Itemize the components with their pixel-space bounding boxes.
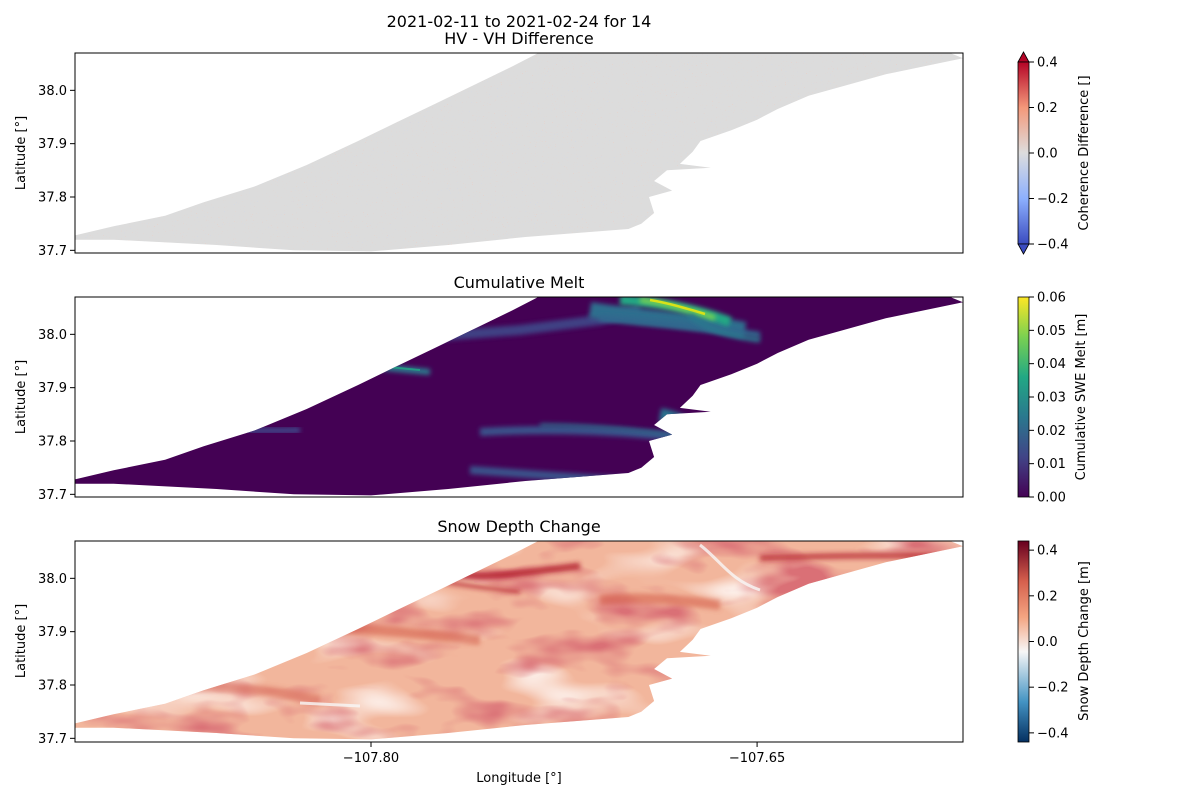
axes-frame bbox=[74, 52, 964, 254]
y-tick-label: 37.8 bbox=[38, 435, 67, 450]
colorbar-tick-label: 0.2 bbox=[1037, 589, 1058, 604]
colorbar-tick-label: −0.4 bbox=[1037, 726, 1069, 741]
y-axis-label: Latitude [°] bbox=[14, 116, 29, 190]
colorbar-tick-label: 0.01 bbox=[1037, 457, 1066, 472]
colorbar-tick-label: 0.00 bbox=[1037, 491, 1066, 506]
colorbar-label: Cumulative SWE Melt [m] bbox=[1074, 314, 1089, 481]
y-ticks: 37.7 37.8 37.9 38.0 bbox=[38, 572, 75, 747]
colorbar-ticks: 0.00 0.01 0.02 0.03 0.04 0.05 0.06 bbox=[1029, 291, 1066, 506]
y-tick-label: 37.8 bbox=[38, 191, 67, 206]
colorbar-tick-label: 0.4 bbox=[1037, 56, 1058, 71]
axes-frame bbox=[74, 296, 964, 498]
y-tick-label: 37.9 bbox=[38, 625, 67, 640]
data-footprint bbox=[75, 297, 963, 496]
colorbar-ticks: −0.4 −0.2 0.0 0.2 0.4 bbox=[1029, 544, 1069, 741]
panel-hv-vh-difference: HV - VH Difference 37.7 37.8 37.9 38.0 Lati… bbox=[14, 29, 1092, 259]
colorbar-tick-label: 0.06 bbox=[1037, 291, 1066, 306]
colorbar-tick-label: −0.4 bbox=[1037, 238, 1069, 253]
colorbar-tick-label: 0.4 bbox=[1037, 544, 1058, 559]
y-ticks: 37.7 37.8 37.9 38.0 bbox=[38, 328, 75, 503]
colorbar-tick-label: −0.2 bbox=[1037, 192, 1069, 207]
y-tick-label: 38.0 bbox=[38, 328, 67, 343]
colorbar-tick-label: 0.05 bbox=[1037, 324, 1066, 339]
colorbar: −0.4 −0.2 0.0 0.2 0.4 Coherence Difference [… bbox=[1017, 51, 1092, 255]
panel-cumulative-melt: Cumulative Melt bbox=[14, 273, 1089, 506]
colorbar-tick-label: 0.2 bbox=[1037, 101, 1058, 116]
colorbar-tick-label: 0.03 bbox=[1037, 391, 1066, 406]
y-axis-label: Latitude [°] bbox=[14, 604, 29, 678]
colorbar-tick-label: −0.2 bbox=[1037, 681, 1069, 696]
white-streak bbox=[699, 543, 761, 592]
y-tick-label: 37.9 bbox=[38, 137, 67, 152]
colorbar-tick-label: 0.0 bbox=[1037, 147, 1058, 162]
x-tick-label: −107.65 bbox=[729, 751, 785, 766]
y-ticks: 37.7 37.8 37.9 38.0 bbox=[38, 84, 75, 259]
y-tick-label: 38.0 bbox=[38, 84, 67, 99]
panel-title: HV - VH Difference bbox=[444, 29, 593, 48]
panel-title: Cumulative Melt bbox=[454, 273, 585, 292]
cool-speckle bbox=[75, 53, 963, 252]
colorbar-extend-top bbox=[1017, 51, 1030, 63]
axes-frame bbox=[74, 540, 964, 743]
x-axis-label: Longitude [°] bbox=[476, 771, 561, 786]
colorbar: −0.4 −0.2 0.0 0.2 0.4 Snow Depth Change [m] bbox=[1017, 540, 1092, 743]
white-streak bbox=[259, 603, 321, 608]
colorbar-label: Coherence Difference [] bbox=[1077, 75, 1092, 230]
colorbar-extend-bottom bbox=[1017, 243, 1030, 255]
colorbar-tick-label: 0.0 bbox=[1037, 635, 1058, 650]
y-tick-label: 37.8 bbox=[38, 679, 67, 694]
colorbar-ticks: −0.4 −0.2 0.0 0.2 0.4 bbox=[1029, 56, 1069, 253]
colorbar-tick-label: 0.04 bbox=[1037, 357, 1066, 372]
y-tick-label: 37.7 bbox=[38, 488, 67, 503]
colorbar-label: Snow Depth Change [m] bbox=[1077, 561, 1092, 721]
y-tick-label: 37.7 bbox=[38, 732, 67, 747]
panel-title: Snow Depth Change bbox=[437, 517, 600, 536]
panel-snow-depth-change: Snow Depth Change 37.737.837.93 bbox=[14, 517, 1092, 786]
colorbar-tick-label: 0.02 bbox=[1037, 424, 1066, 439]
x-tick-label: −107.80 bbox=[343, 751, 399, 766]
figure-title: 2021-02-11 to 2021-02-24 for 14 bbox=[387, 12, 652, 31]
white-streak bbox=[299, 701, 361, 708]
y-axis-label: Latitude [°] bbox=[14, 360, 29, 434]
colorbar: 0.00 0.01 0.02 0.03 0.04 0.05 0.06 Cumulative … bbox=[1017, 291, 1089, 506]
y-tick-label: 38.0 bbox=[38, 572, 67, 587]
y-tick-label: 37.7 bbox=[38, 244, 67, 259]
y-tick-label: 37.9 bbox=[38, 381, 67, 396]
x-ticks: −107.80 −107.65 bbox=[343, 742, 785, 766]
